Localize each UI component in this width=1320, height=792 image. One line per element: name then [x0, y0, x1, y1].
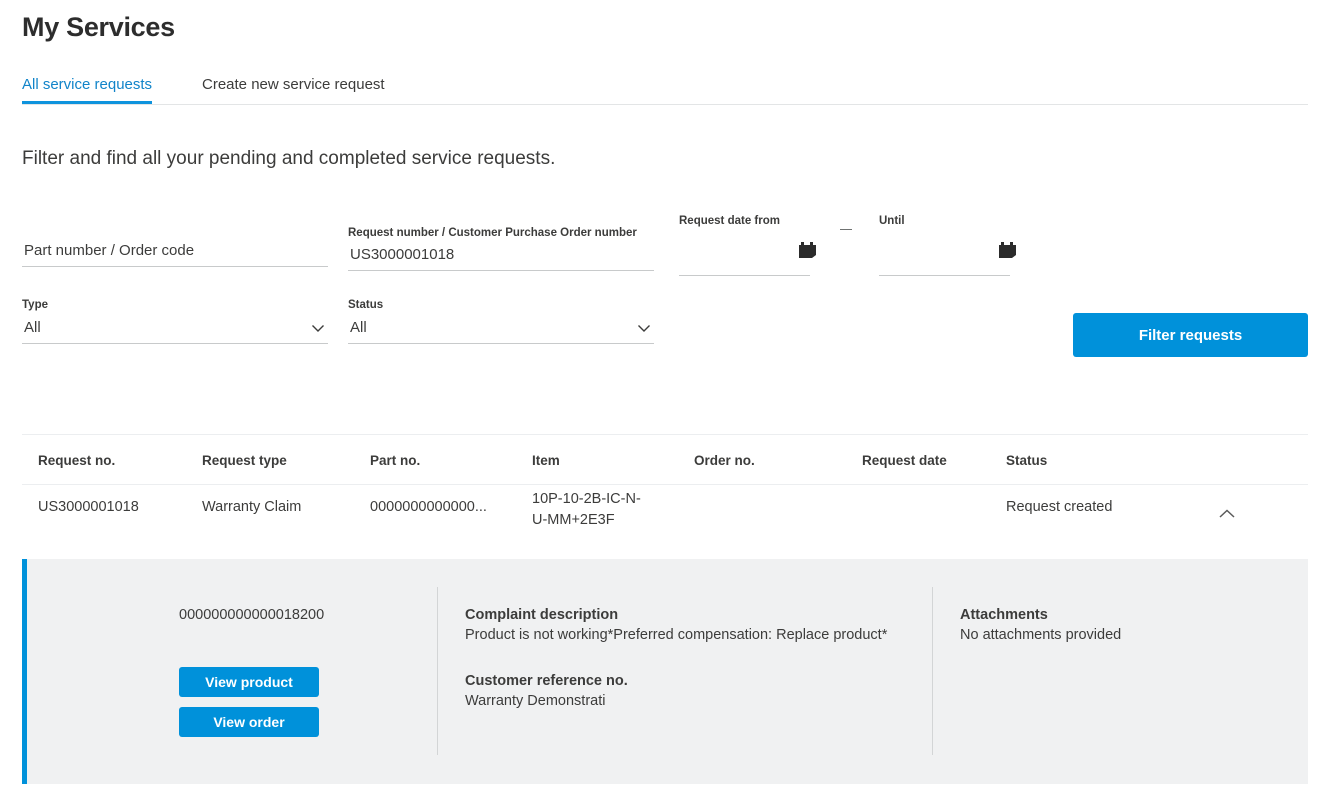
cell-part-no: 0000000000000...	[370, 499, 487, 515]
status-select[interactable]: All	[348, 318, 654, 344]
view-product-button[interactable]: View product	[179, 667, 319, 697]
request-date-from-label: Request date from	[679, 215, 780, 227]
detail-divider-right	[932, 587, 933, 755]
column-header-item: Item	[532, 453, 560, 468]
detail-complaint-section: Complaint description Product is not wor…	[465, 607, 915, 709]
customer-reference-heading: Customer reference no.	[465, 673, 628, 689]
detail-attachments-section: Attachments No attachments provided	[960, 607, 1280, 643]
table-header-divider	[22, 484, 1308, 485]
column-header-request-no: Request no.	[38, 453, 116, 468]
page-title: My Services	[22, 12, 175, 42]
column-header-part-no: Part no.	[370, 453, 421, 468]
calendar-icon[interactable]	[799, 240, 819, 260]
column-header-request-type: Request type	[202, 453, 287, 468]
request-date-until-input[interactable]	[879, 250, 1010, 276]
tab-bar: All service requests Create new service …	[22, 75, 1308, 105]
field-status: Status All	[348, 298, 654, 344]
field-request-date-until: Until	[879, 214, 1022, 276]
complaint-description-heading: Complaint description	[465, 607, 619, 623]
type-label: Type	[22, 299, 48, 311]
detail-divider-left	[437, 587, 438, 755]
table-header-row: Request no. Request type Part no. Item O…	[22, 435, 1308, 484]
column-header-status: Status	[1006, 453, 1048, 468]
column-header-request-date: Request date	[862, 453, 947, 468]
type-select[interactable]: All	[22, 318, 328, 344]
request-date-from-input[interactable]	[679, 250, 810, 276]
cell-status: Request created	[1006, 499, 1113, 515]
table-top-border	[22, 434, 1308, 435]
field-type: Type All	[22, 298, 328, 344]
field-request-date-from: Request date from	[679, 214, 822, 276]
chevron-up-icon[interactable]	[1216, 503, 1238, 525]
cell-item: 10P-10-2B-IC-N-U-MM+2E3F	[532, 491, 641, 528]
cell-request-type: Warranty Claim	[202, 499, 302, 515]
field-request-number: Request number / Customer Purchase Order…	[348, 226, 654, 271]
request-date-until-label: Until	[879, 215, 905, 227]
request-number-label: Request number / Customer Purchase Order…	[348, 227, 637, 239]
part-number-input[interactable]	[22, 241, 328, 267]
filter-requests-button[interactable]: Filter requests	[1073, 313, 1308, 357]
request-number-input[interactable]	[348, 245, 654, 271]
cell-request-no: US3000001018	[38, 499, 139, 515]
view-order-button[interactable]: View order	[179, 707, 319, 737]
status-label: Status	[348, 299, 384, 311]
attachments-text: No attachments provided	[960, 627, 1122, 643]
complaint-description-text: Product is not working*Preferred compens…	[465, 627, 888, 643]
tab-divider	[22, 104, 1308, 105]
field-part-number	[22, 241, 328, 267]
request-detail-panel: 000000000000018200 View product View ord…	[22, 559, 1308, 784]
column-header-order-no: Order no.	[694, 453, 755, 468]
attachments-heading: Attachments	[960, 607, 1048, 623]
tab-all-service-requests[interactable]: All service requests	[22, 75, 153, 104]
tab-create-new-service-request[interactable]: Create new service request	[202, 76, 385, 93]
service-requests-table: Request no. Request type Part no. Item O…	[22, 434, 1308, 547]
intro-text: Filter and find all your pending and com…	[22, 148, 556, 169]
customer-reference-text: Warranty Demonstrati	[465, 693, 606, 709]
detail-part-number: 000000000000018200	[179, 607, 325, 623]
date-range-separator	[840, 229, 852, 230]
calendar-icon[interactable]	[999, 240, 1019, 260]
table-row[interactable]: US3000001018 Warranty Claim 000000000000…	[22, 485, 1308, 547]
